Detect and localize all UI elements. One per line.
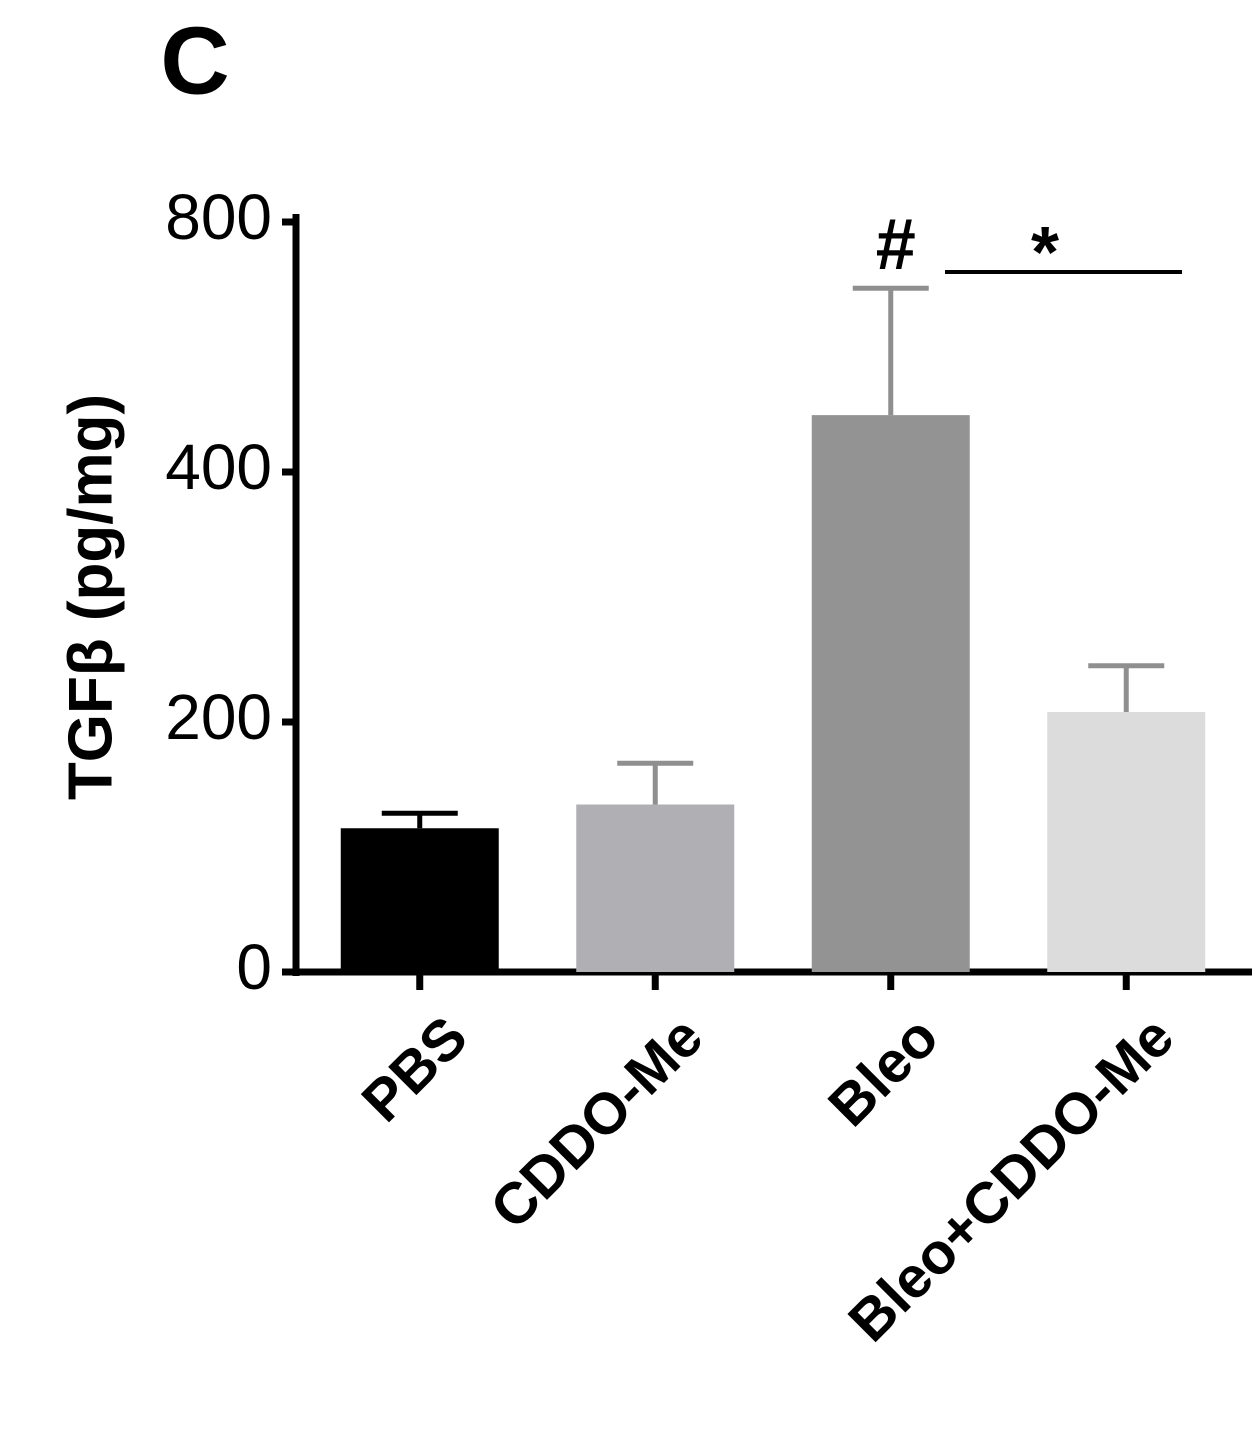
x-tick-label: CDDO-Me (478, 1004, 715, 1241)
y-tick-label: 800 (165, 181, 272, 253)
bar (811, 415, 970, 972)
x-tick-label: Bleo (816, 1004, 951, 1139)
panel-label: C (160, 7, 229, 114)
y-tick-label: 0 (236, 931, 272, 1003)
y-tick-label: 200 (165, 681, 272, 753)
annotation: * (1031, 213, 1059, 293)
bar (340, 828, 499, 972)
bar (576, 804, 735, 972)
annotation: # (876, 205, 916, 285)
bar (1047, 712, 1206, 972)
y-tick-label: 400 (165, 431, 272, 503)
y-axis-label: TGFβ (pg/mg) (56, 394, 125, 800)
x-tick-label: PBS (349, 1004, 479, 1134)
